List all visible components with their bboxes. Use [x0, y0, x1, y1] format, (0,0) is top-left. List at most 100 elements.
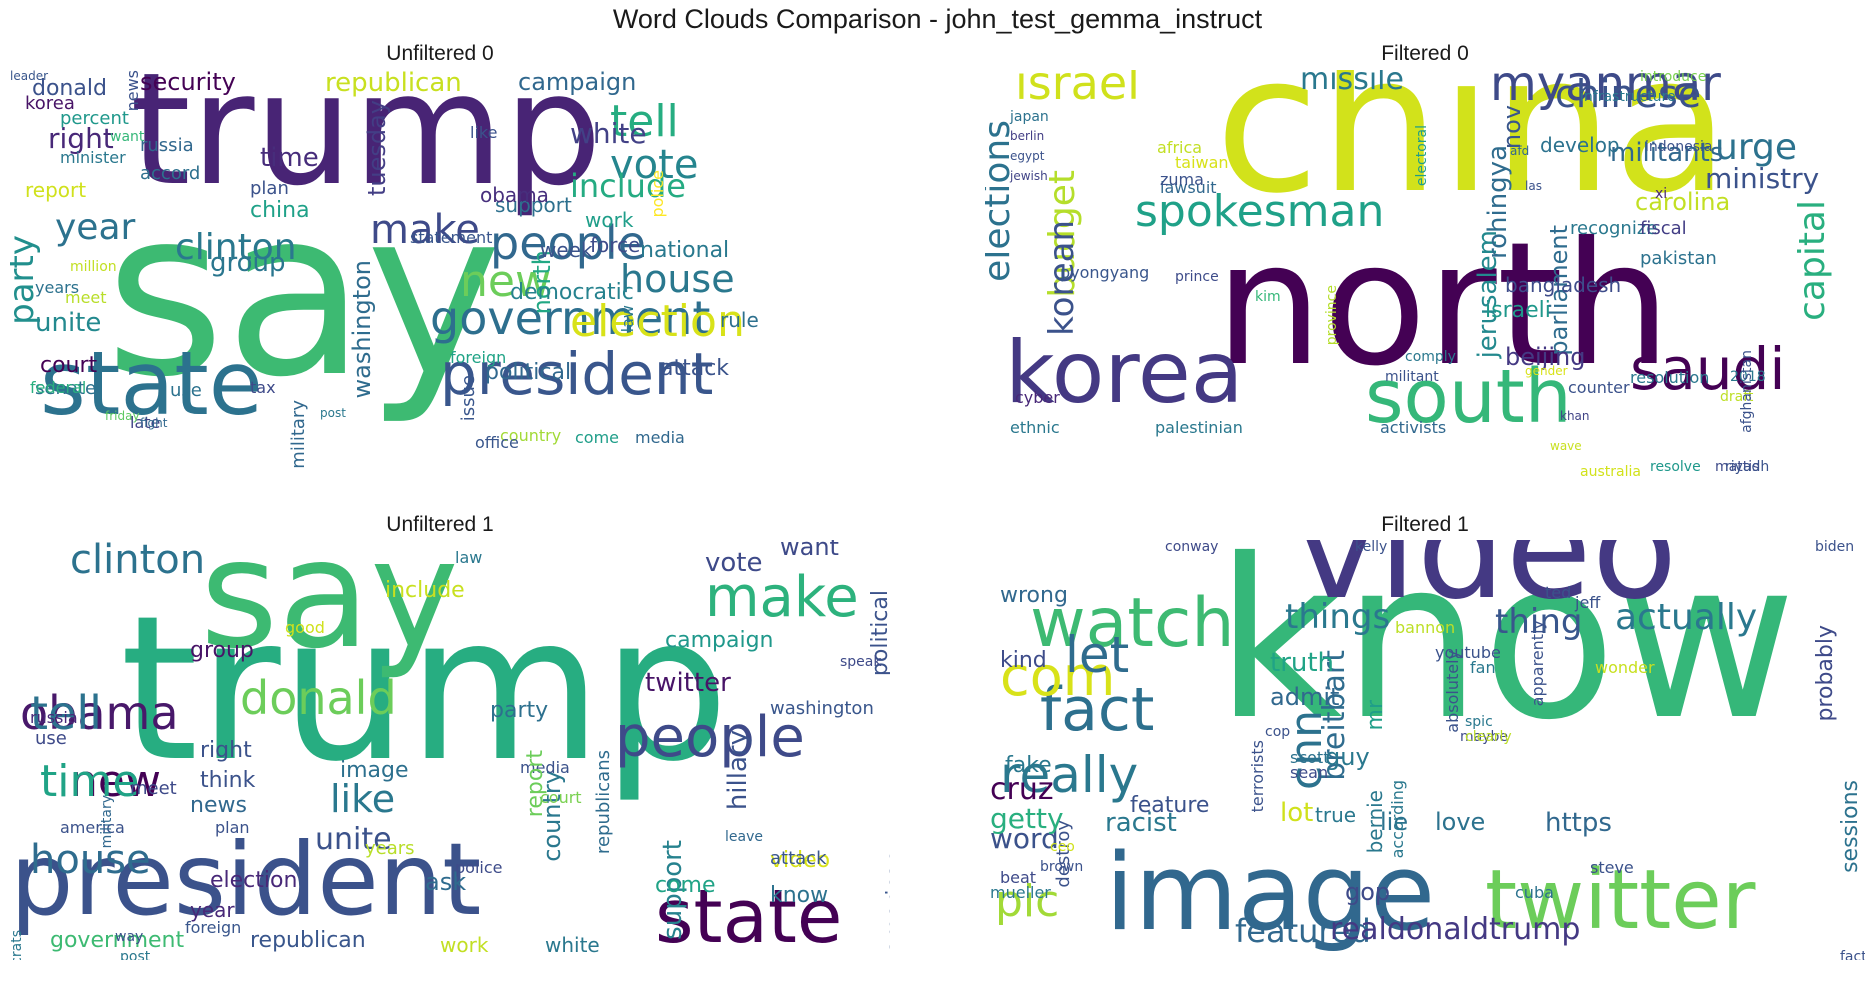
- cloud-word: militant: [1385, 369, 1439, 385]
- cloud-word: bangladesh: [1505, 273, 1622, 297]
- cloud-word: good: [285, 618, 325, 637]
- cloud-word: twitter: [645, 668, 731, 698]
- cloud-word: american: [883, 850, 890, 954]
- cloud-word: love: [1435, 808, 1486, 836]
- cloud-word: conway: [1165, 540, 1219, 555]
- cloud-word: introduce: [1640, 70, 1707, 85]
- cloud-word: work: [585, 208, 634, 232]
- cloud-word: wonder: [1595, 658, 1655, 677]
- cloud-word: feature: [1130, 793, 1210, 818]
- cloud-word: infrastructure: [1580, 89, 1676, 105]
- cloud-word: carolina: [1635, 188, 1731, 216]
- cloud-word: donald: [240, 671, 397, 725]
- panel-title-unfiltered-0: Unfiltered 0: [386, 42, 494, 65]
- cloud-word: kind: [1000, 648, 1047, 673]
- cloud-word: word: [990, 822, 1059, 855]
- cloud-word: thing: [1495, 602, 1583, 642]
- cloud-word: hillary: [723, 730, 753, 811]
- cloud-word: government: [50, 928, 185, 953]
- cloud-word: probably: [1813, 625, 1838, 722]
- cloud-word: america: [60, 818, 125, 837]
- cloud-word: law: [618, 305, 637, 333]
- cloud-word: urge: [1715, 127, 1797, 168]
- cloud-word: say: [105, 161, 502, 428]
- cloud-word: myanmar: [1490, 70, 1721, 112]
- cloud-word: let: [1065, 626, 1130, 684]
- cloud-word: campaign: [665, 628, 774, 653]
- cloud-word: pyongyang: [1060, 263, 1150, 282]
- cloud-word: realdonaldtrump: [1330, 912, 1581, 947]
- cloud-word: white: [545, 933, 600, 957]
- cloud-word: people: [615, 705, 805, 770]
- cloud-word: jewish: [1010, 169, 1048, 183]
- cloud-word: obama: [20, 686, 179, 740]
- cloud-word: post: [320, 406, 346, 420]
- cloud-word: cyber: [1015, 388, 1060, 407]
- cloud-word: campaign: [518, 70, 637, 96]
- cloud-word: berlin: [1010, 129, 1045, 143]
- word-cloud-unfiltered-1: trump say president state people make obama tel…: [10, 540, 890, 960]
- cloud-word: brown: [1040, 859, 1084, 875]
- cloud-word: police: [648, 170, 667, 218]
- cloud-word: meet: [65, 288, 107, 307]
- cloud-word: terrorists: [1248, 740, 1267, 813]
- cloud-word: palestinian: [1155, 418, 1243, 437]
- cloud-word: afd: [1510, 144, 1530, 158]
- cloud-word: tell: [610, 96, 679, 147]
- cloud-word: china: [250, 198, 310, 223]
- cloud-word: friday: [105, 409, 140, 423]
- cloud-word: unite: [35, 308, 102, 338]
- cloud-word: cuba: [1515, 883, 1554, 902]
- cloud-word: white: [570, 117, 647, 150]
- cloud-word: fiscal: [1640, 218, 1687, 239]
- cloud-word: republicans: [593, 750, 614, 855]
- cloud-word: rohingya: [1483, 145, 1513, 260]
- word-cloud-filtered-1: know video image twitter watch fact com really l…: [985, 540, 1865, 960]
- cloud-word: lie: [1380, 808, 1409, 836]
- cloud-word: senate: [35, 378, 97, 399]
- cloud-word: actually: [1615, 597, 1758, 638]
- cloud-word: election: [570, 296, 745, 347]
- cloud-word: gop: [1345, 878, 1391, 906]
- cloud-word: north: [1215, 206, 1672, 404]
- cloud-word: afghanistan: [1739, 350, 1755, 433]
- cloud-word: clearly: [1465, 729, 1512, 745]
- cloud-word: media: [635, 428, 685, 447]
- cloud-word: cruz: [990, 772, 1054, 807]
- cloud-word: fake: [1005, 753, 1052, 778]
- panel-title-filtered-1: Filtered 1: [1381, 513, 1469, 536]
- cloud-word: vote: [705, 548, 763, 578]
- cloud-word: make: [705, 565, 859, 630]
- cloud-word: washington: [348, 260, 376, 399]
- cloud-word: plan: [215, 818, 250, 837]
- cloud-word: electoral: [1414, 125, 1430, 187]
- cloud-word: want: [780, 540, 839, 561]
- cloud-word: las: [1525, 179, 1542, 193]
- cloud-word: counter: [1568, 378, 1630, 397]
- cloud-word: include: [570, 167, 686, 205]
- cloud-word: gender: [1525, 364, 1568, 378]
- cloud-word: plan: [250, 178, 289, 199]
- cloud-word: spokesman: [1135, 186, 1385, 237]
- cloud-word: foreign: [450, 348, 507, 367]
- cloud-word: kelly: [1355, 540, 1388, 555]
- cloud-word: militants: [1610, 138, 1724, 168]
- cloud-word: post: [120, 949, 151, 960]
- cloud-word: korea: [1005, 323, 1244, 423]
- cloud-word: news: [123, 70, 142, 112]
- cloud-word: china: [1215, 70, 1730, 235]
- cloud-word: taiwan: [1175, 153, 1229, 172]
- cloud-word: video: [770, 848, 831, 873]
- cloud-word: media: [520, 758, 570, 777]
- cloud-word: house: [620, 257, 735, 301]
- cloud-word: steve: [1590, 858, 1634, 877]
- cloud-word: know: [1215, 540, 1797, 768]
- cloud-word: years: [35, 278, 80, 297]
- word-cloud-filtered-0: china north korea south saudi myanmar israel sp…: [985, 70, 1865, 490]
- cloud-word: indonesia: [1645, 139, 1713, 155]
- cloud-word: political: [485, 360, 572, 385]
- cloud-word: watch: [1030, 584, 1235, 663]
- cloud-word: province: [1324, 285, 1340, 346]
- cloud-word: facts: [1840, 949, 1865, 960]
- cloud-word: egypt: [1010, 149, 1045, 163]
